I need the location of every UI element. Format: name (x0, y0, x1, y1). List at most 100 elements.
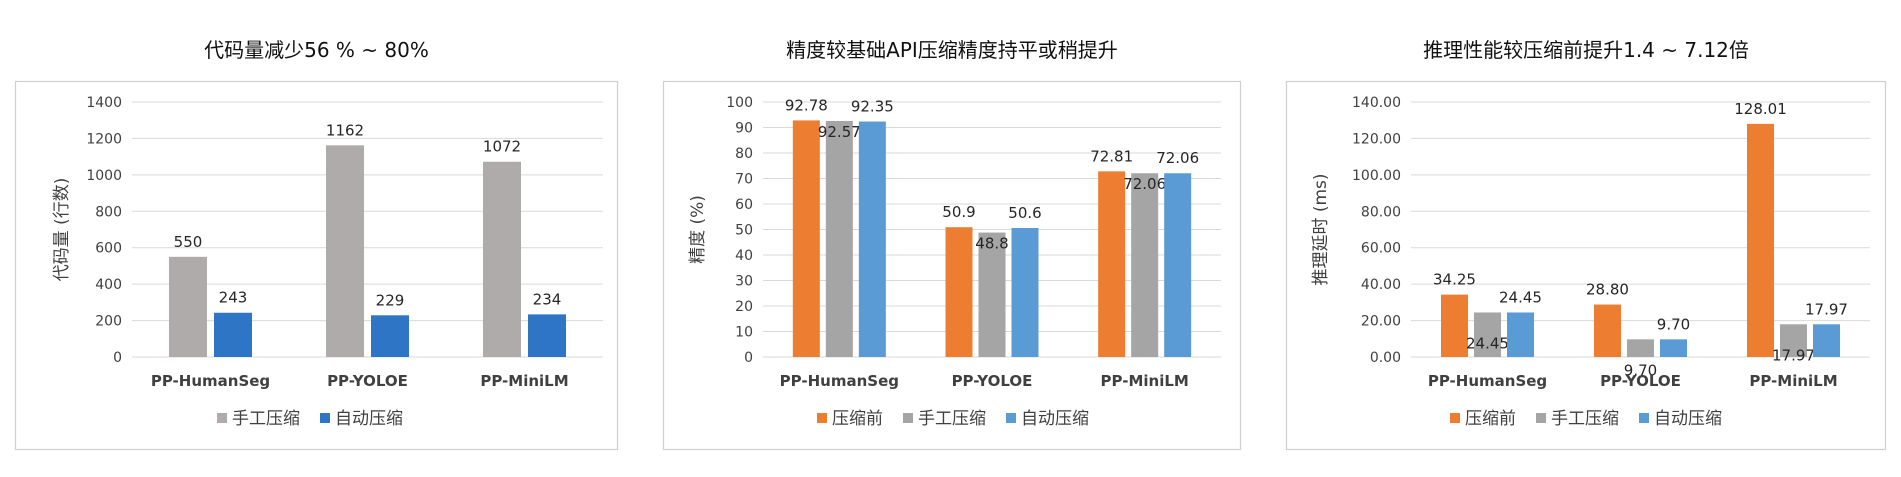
data-label: 17.97 (1805, 300, 1848, 318)
data-label: 243 (219, 289, 248, 307)
chart-frame (1285, 80, 1887, 451)
data-label: 9.70 (1624, 361, 1657, 379)
y-tick-label: 30 (735, 274, 753, 290)
bar-pp-minilm-series-0 (1098, 171, 1126, 357)
chart-panel-latency: 推理性能较压缩前提升1.4 ~ 7.12倍 0.00 20.00 40.00 60.0… (1285, 0, 1887, 477)
data-label: 34.25 (1433, 271, 1476, 289)
bar-pp-minilm-series-1 (1131, 173, 1159, 357)
legend-label: 压缩前 (1465, 409, 1516, 429)
data-label: 9.70 (1657, 315, 1690, 333)
y-tick-label: 40.00 (1361, 277, 1401, 293)
chart-title: 精度较基础API压缩精度持平或稍提升 (786, 38, 1118, 62)
chart-latency: 0.00 20.00 40.00 60.00 80.00 100.00 120.00 140.… (1285, 80, 1887, 451)
data-label: 1162 (326, 121, 364, 139)
chart-title: 推理性能较压缩前提升1.4 ~ 7.12倍 (1423, 38, 1749, 62)
chart-panel-accuracy: 精度较基础API压缩精度持平或稍提升 0 10 20 30 40 50 60 70 80 90 10… (662, 0, 1242, 477)
y-tick-label: 0.00 (1370, 350, 1401, 366)
y-tick-label: 60 (735, 197, 753, 213)
legend-label: 手工压缩 (232, 409, 300, 429)
x-tick-label: PP-YOLOE (952, 372, 1033, 390)
bar-pp-humanseg-series-0 (792, 120, 820, 357)
x-tick-label: PP-MiniLM (480, 372, 568, 390)
y-tick-label: 800 (95, 204, 122, 220)
bar-pp-humanseg-series-1 (825, 120, 853, 357)
data-label: 48.8 (975, 235, 1008, 253)
y-tick-label: 80.00 (1361, 204, 1401, 220)
data-label: 50.9 (942, 203, 975, 221)
data-label: 24.45 (1466, 334, 1509, 352)
y-tick-label: 90 (735, 121, 753, 137)
y-tick-label: 120.00 (1352, 131, 1401, 147)
legend-swatch (1536, 413, 1546, 423)
legend-label: 手工压缩 (918, 409, 986, 429)
y-tick-label: 80 (735, 146, 753, 162)
legend-swatch (1450, 413, 1460, 423)
bar-pp-minilm-series-2 (1164, 173, 1192, 357)
bar-pp-humanseg-series-0 (1441, 294, 1468, 357)
y-tick-label: 20.00 (1361, 314, 1401, 330)
bar-pp-yoloe-series-0 (945, 227, 973, 357)
bar-pp-minilm-series-0 (1747, 123, 1774, 357)
bar-pp-yoloe-series-1 (978, 232, 1006, 357)
chart-code-lines: 0 200 400 600 800 1000 1200 1400 代码量 (行数) 550 243 P… (14, 80, 619, 451)
data-label: 234 (533, 290, 562, 308)
x-tick-label: PP-HumanSeg (151, 372, 270, 390)
y-tick-label: 200 (95, 314, 122, 330)
y-tick-label: 100 (726, 95, 753, 111)
bar-pp-yoloe-series-1 (371, 315, 409, 357)
legend-swatch (903, 413, 913, 423)
y-tick-label: 10 (735, 325, 753, 341)
data-label: 50.6 (1008, 204, 1041, 222)
data-label: 17.97 (1772, 346, 1815, 364)
y-axis-label: 推理延时 (ms) (1311, 173, 1331, 285)
data-label: 128.01 (1734, 100, 1787, 118)
data-label: 28.80 (1586, 281, 1629, 299)
x-tick-label: PP-HumanSeg (1428, 372, 1547, 390)
bar-pp-minilm-series-0 (483, 161, 521, 357)
legend-swatch (1006, 413, 1016, 423)
legend-swatch (1639, 413, 1649, 423)
x-tick-label: PP-HumanSeg (780, 372, 899, 390)
legend-label: 手工压缩 (1551, 409, 1619, 429)
y-tick-label: 100.00 (1352, 168, 1401, 184)
data-label: 72.06 (1156, 149, 1199, 167)
y-tick-label: 1200 (86, 131, 122, 147)
data-label: 72.06 (1123, 175, 1166, 193)
chart-panel-code-lines: 代码量减少56 % ~ 80% 0 200 400 600 800 1000 1200 140… (14, 0, 619, 477)
y-tick-label: 1400 (86, 95, 122, 111)
bar-pp-yoloe-series-2 (1011, 227, 1039, 357)
legend-swatch (320, 413, 330, 423)
bar-pp-minilm-series-2 (1813, 324, 1840, 357)
data-label: 72.81 (1090, 147, 1133, 165)
y-tick-label: 400 (95, 277, 122, 293)
y-tick-label: 600 (95, 241, 122, 257)
y-tick-label: 0 (113, 350, 122, 366)
legend-label: 压缩前 (832, 409, 883, 429)
data-label: 92.78 (785, 96, 828, 114)
y-tick-label: 50 (735, 223, 753, 239)
y-tick-label: 60.00 (1361, 241, 1401, 257)
x-tick-label: PP-YOLOE (327, 372, 408, 390)
chart-accuracy: 0 10 20 30 40 50 60 70 80 90 100 精度 (%) 92.78 92.57 92… (662, 80, 1242, 451)
data-label: 92.35 (851, 98, 894, 116)
y-axis-label: 代码量 (行数) (52, 178, 72, 282)
x-tick-label: PP-YOLOE (1600, 372, 1681, 390)
y-tick-label: 40 (735, 248, 753, 264)
y-tick-label: 1000 (86, 168, 122, 184)
x-tick-label: PP-MiniLM (1101, 372, 1189, 390)
bar-pp-humanseg-series-1 (214, 312, 252, 357)
y-tick-label: 0 (744, 350, 753, 366)
bar-pp-yoloe-series-0 (1594, 304, 1621, 357)
y-tick-label: 20 (735, 299, 753, 315)
bar-pp-minilm-series-1 (528, 314, 566, 357)
chart-title: 代码量减少56 % ~ 80% (204, 38, 429, 62)
data-label: 550 (174, 233, 203, 251)
legend-label: 自动压缩 (1021, 409, 1089, 429)
legend-swatch (817, 413, 827, 423)
bar-pp-minilm-series-1 (1780, 324, 1807, 357)
x-tick-label: PP-MiniLM (1749, 372, 1837, 390)
bar-pp-yoloe-series-0 (326, 145, 364, 357)
legend-label: 自动压缩 (1654, 409, 1722, 429)
data-label: 24.45 (1499, 288, 1542, 306)
bar-pp-humanseg-series-0 (169, 256, 207, 357)
